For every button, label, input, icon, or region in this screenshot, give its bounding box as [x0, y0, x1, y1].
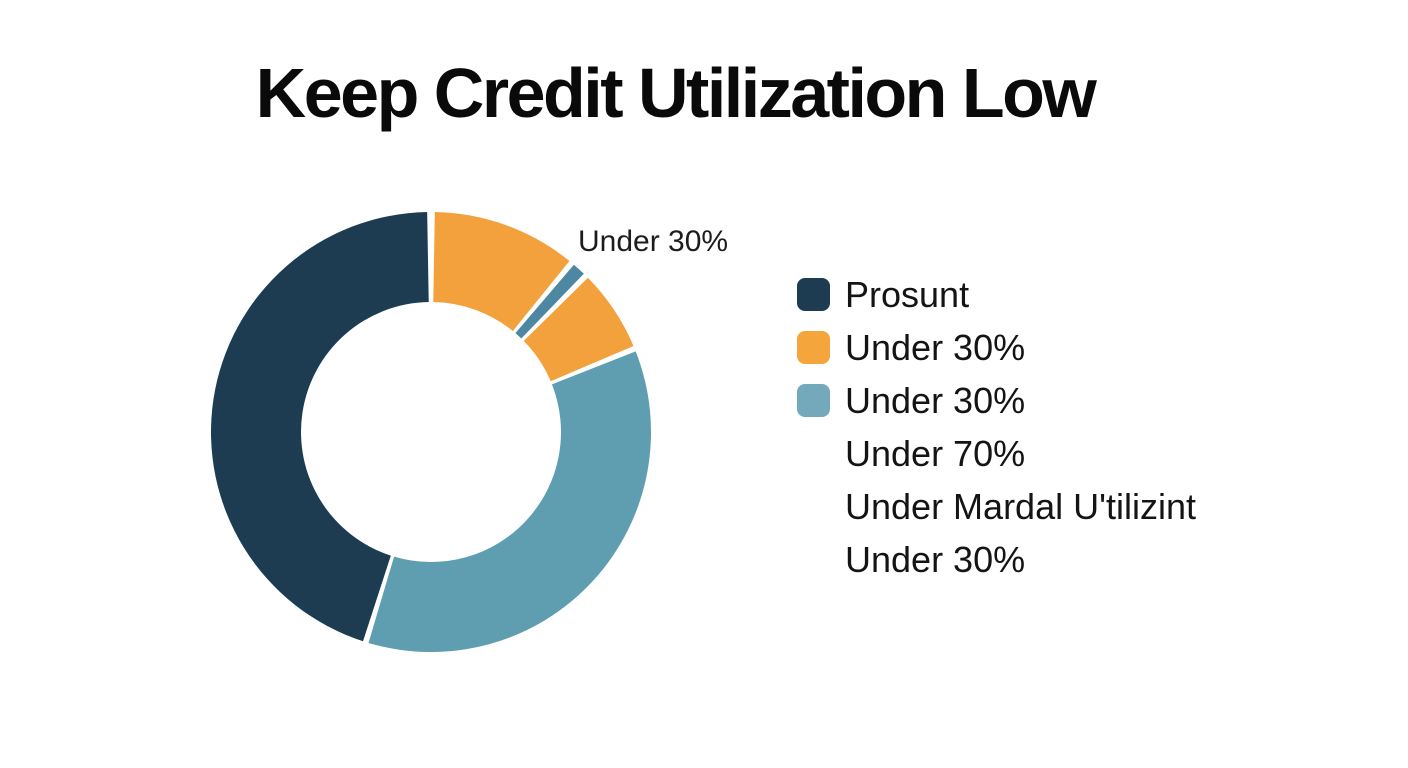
legend-label: Under Mardal U'tilizint — [845, 485, 1196, 527]
legend-label: Under 30% — [845, 326, 1026, 368]
donut-segment-orange-upper — [433, 212, 570, 331]
legend-item: Under 30% — [797, 374, 1196, 427]
chart-annotation: Under 30% — [578, 225, 729, 258]
donut-chart-svg — [211, 212, 651, 652]
legend-swatch — [797, 278, 830, 311]
legend-label: Under 30% — [845, 379, 1026, 421]
legend-item: Under 70% — [797, 427, 1196, 480]
legend-item: Prosunt — [797, 268, 1196, 321]
page-title: Keep Credit Utilization Low — [255, 54, 1097, 132]
donut-segment-orange-lower — [523, 277, 634, 382]
legend-swatch — [797, 384, 830, 417]
legend-label: Under 70% — [845, 432, 1026, 474]
donut-segment-navy — [211, 212, 429, 642]
legend-item: Under 30% — [797, 533, 1196, 586]
legend-label: Under 30% — [845, 538, 1026, 580]
legend-swatch — [797, 331, 830, 364]
legend-item: Under Mardal U'tilizint — [797, 480, 1196, 533]
chart-legend: Prosunt Under 30% Under 30% Under 70% Under … — [797, 268, 1196, 586]
legend-item: Under 30% — [797, 321, 1196, 374]
donut-segment-light-blue — [368, 351, 651, 652]
donut-chart — [201, 202, 661, 662]
legend-label: Prosunt — [845, 273, 970, 315]
donut-segment-teal-sliver — [515, 264, 584, 339]
